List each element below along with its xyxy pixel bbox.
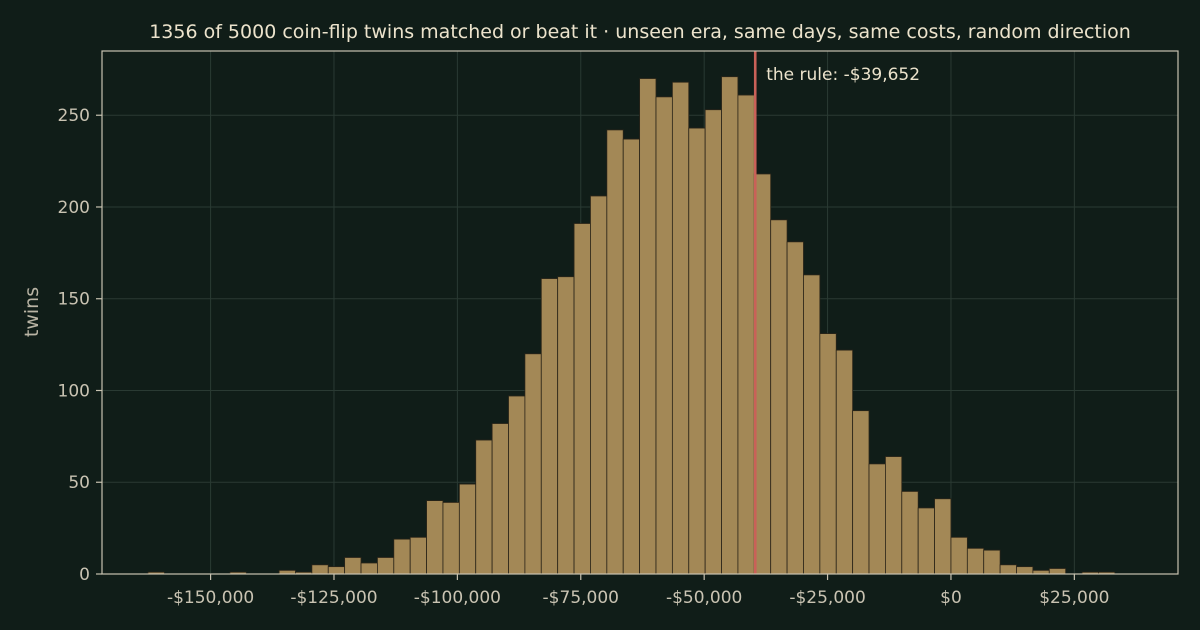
histogram-bar <box>737 94 755 575</box>
histogram-bar <box>491 423 509 575</box>
x-axis: -$150,000 -$125,000 -$100,000 -$75,000 -$50,… <box>167 574 1110 608</box>
chart-title: 1356 of 5000 coin-flip twins matched or … <box>149 21 1131 43</box>
reference-line-label: the rule: -$39,652 <box>766 65 920 85</box>
y-tick-label: 100 <box>58 381 90 401</box>
histogram-bars <box>147 76 1116 575</box>
y-tick-label: 150 <box>58 290 90 310</box>
histogram-bar <box>917 507 935 575</box>
histogram-bar <box>803 274 821 575</box>
x-tick-label: -$50,000 <box>666 588 742 608</box>
histogram-bar <box>622 138 641 575</box>
histogram-bar <box>901 491 919 575</box>
x-tick-label: -$100,000 <box>414 588 501 608</box>
histogram-bar <box>524 353 542 575</box>
histogram-bar <box>688 127 706 575</box>
x-tick-label: -$150,000 <box>167 588 254 608</box>
histogram-bar <box>327 566 346 575</box>
y-tick-label: 250 <box>58 106 90 126</box>
histogram-bar <box>344 557 362 575</box>
histogram-bar <box>704 109 722 575</box>
histogram-bar <box>360 562 378 575</box>
histogram-bar <box>835 349 854 575</box>
histogram-bar <box>786 241 804 575</box>
plot-frame <box>101 50 1179 575</box>
histogram-bar <box>934 498 952 575</box>
histogram-bar <box>458 483 477 575</box>
histogram-bar <box>868 463 886 575</box>
y-axis: 0 50 100 150 200 250 <box>58 106 102 585</box>
histogram-bar <box>639 78 657 575</box>
histogram-bar <box>655 96 673 575</box>
y-axis-label: twins <box>21 287 43 337</box>
histogram-bar <box>885 456 903 575</box>
histogram-bar <box>426 500 444 575</box>
y-tick-label: 50 <box>68 473 90 493</box>
x-tick-label: $25,000 <box>1039 588 1109 608</box>
x-tick-label: -$125,000 <box>290 588 377 608</box>
histogram-bar <box>475 439 493 575</box>
y-tick-label: 0 <box>79 565 90 585</box>
histogram-bar <box>983 549 1001 575</box>
histogram-bar <box>721 76 739 575</box>
histogram-bar <box>753 173 772 575</box>
y-tick-label: 200 <box>58 198 90 218</box>
histogram-bar <box>557 276 575 575</box>
x-tick-label: -$75,000 <box>543 588 619 608</box>
histogram-bar <box>442 502 460 575</box>
histogram-bar <box>1016 566 1034 575</box>
histogram-bar <box>1048 568 1067 575</box>
histogram-bar <box>573 223 591 575</box>
x-tick-label: $0 <box>940 588 962 608</box>
histogram-bar <box>819 333 837 575</box>
reference-line-group: the rule: -$39,652 <box>753 51 920 574</box>
histogram-bar <box>999 564 1017 575</box>
histogram-bar <box>377 557 395 575</box>
histogram-bar <box>311 564 329 575</box>
histogram-bar <box>508 395 526 575</box>
histogram-bar <box>606 129 624 575</box>
histogram-bar <box>540 278 559 575</box>
histogram-bar <box>409 536 427 575</box>
histogram-bar <box>671 81 690 575</box>
histogram-bar <box>852 410 870 575</box>
histogram-bar <box>770 219 788 575</box>
histogram-bar <box>950 536 968 575</box>
histogram-bar <box>590 195 608 575</box>
histogram-bar <box>966 547 985 575</box>
x-tick-label: -$25,000 <box>789 588 865 608</box>
histogram-bar <box>393 538 411 575</box>
